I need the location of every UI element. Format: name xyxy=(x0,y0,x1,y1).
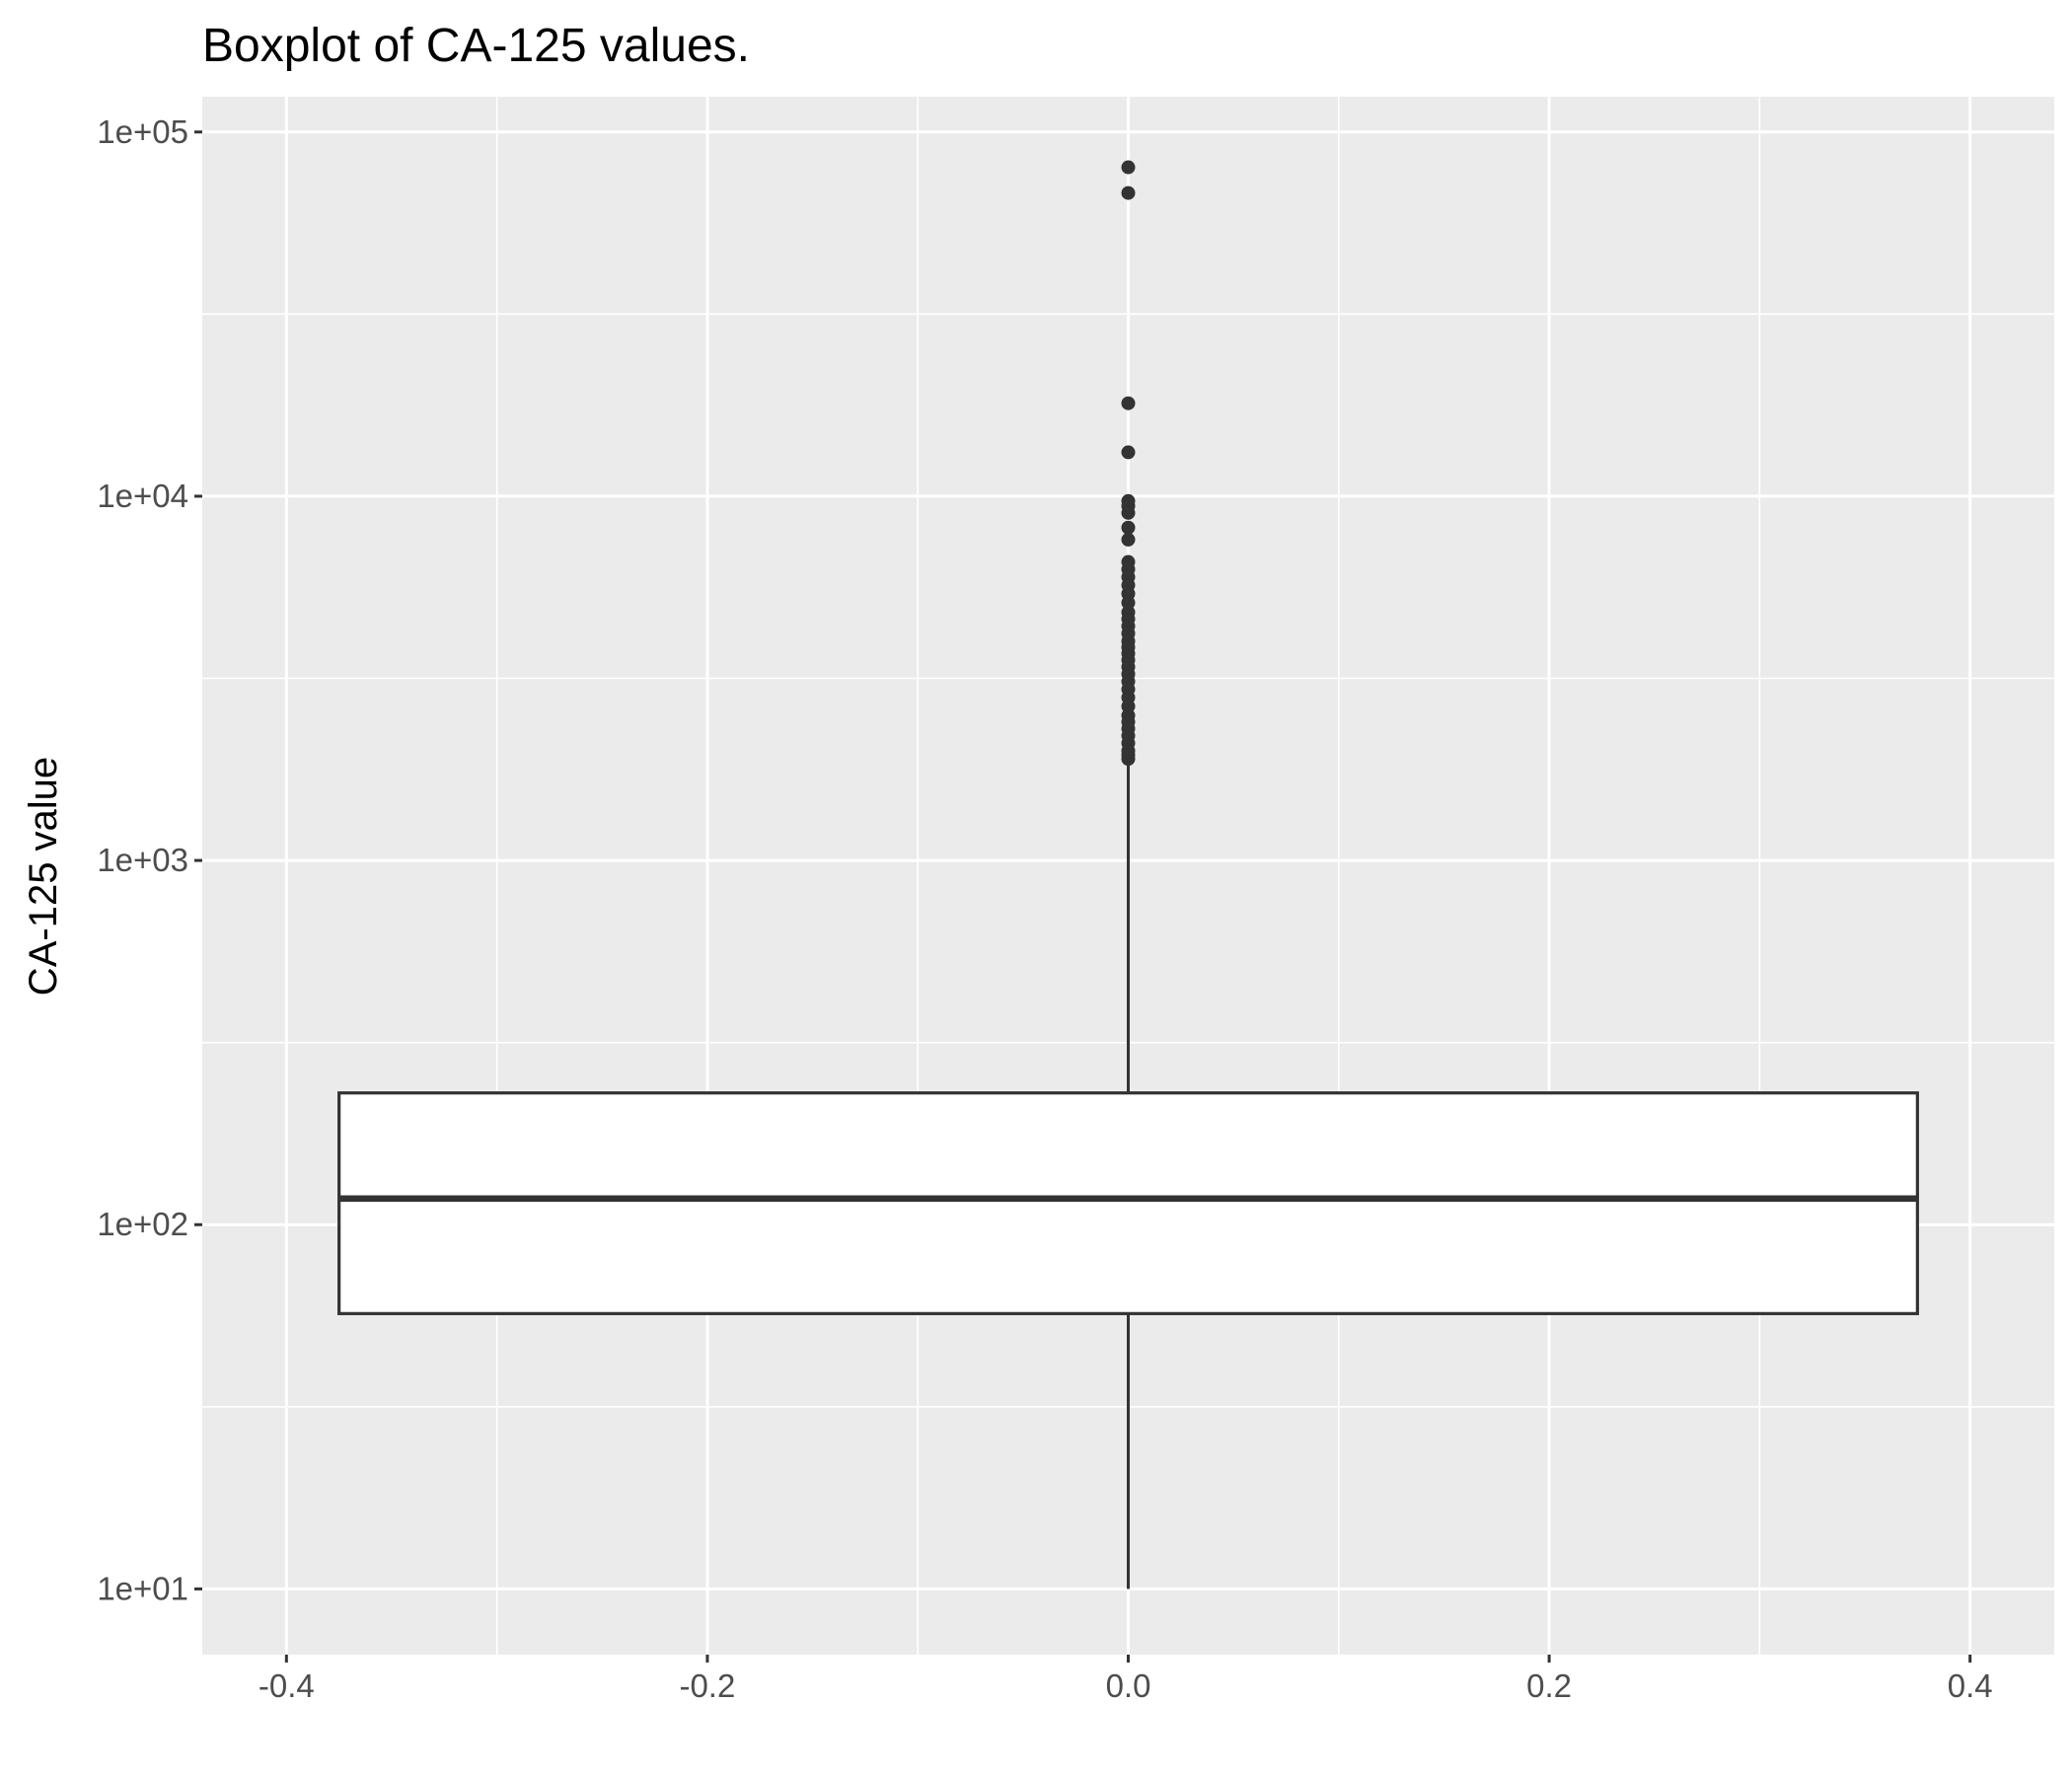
x-tick-label: 0.4 xyxy=(1948,1667,1993,1704)
y-axis: 1e+01 1e+02 1e+03 1e+04 1e+05 xyxy=(97,113,202,1606)
y-tick-label: 1e+05 xyxy=(97,113,188,150)
y-tick-label: 1e+01 xyxy=(97,1570,188,1606)
y-axis-label: CA-125 value xyxy=(22,757,65,996)
y-tick-label: 1e+03 xyxy=(97,842,188,878)
iqr-box xyxy=(337,1091,1919,1315)
x-tick-label: -0.2 xyxy=(679,1667,735,1704)
chart-title: Boxplot of CA-125 values. xyxy=(202,20,750,72)
outlier-points xyxy=(1121,160,1136,767)
outlier-point xyxy=(1121,396,1136,410)
outlier-point xyxy=(1121,752,1136,767)
outlier-point xyxy=(1121,505,1136,520)
outlier-point xyxy=(1121,185,1136,200)
x-tick-label: 0.0 xyxy=(1106,1667,1151,1704)
x-tick-label: -0.4 xyxy=(259,1667,315,1704)
outlier-point xyxy=(1121,160,1136,175)
y-tick-label: 1e+04 xyxy=(97,478,188,514)
x-axis: -0.4 -0.2 0.0 0.2 0.4 xyxy=(259,1655,1993,1704)
outlier-point xyxy=(1121,595,1136,610)
outlier-point xyxy=(1121,445,1136,460)
x-tick-label: 0.2 xyxy=(1526,1667,1572,1704)
outlier-point xyxy=(1121,532,1136,547)
outlier-point xyxy=(1121,520,1136,535)
boxplot xyxy=(337,763,1919,1590)
y-tick-label: 1e+02 xyxy=(97,1206,188,1242)
